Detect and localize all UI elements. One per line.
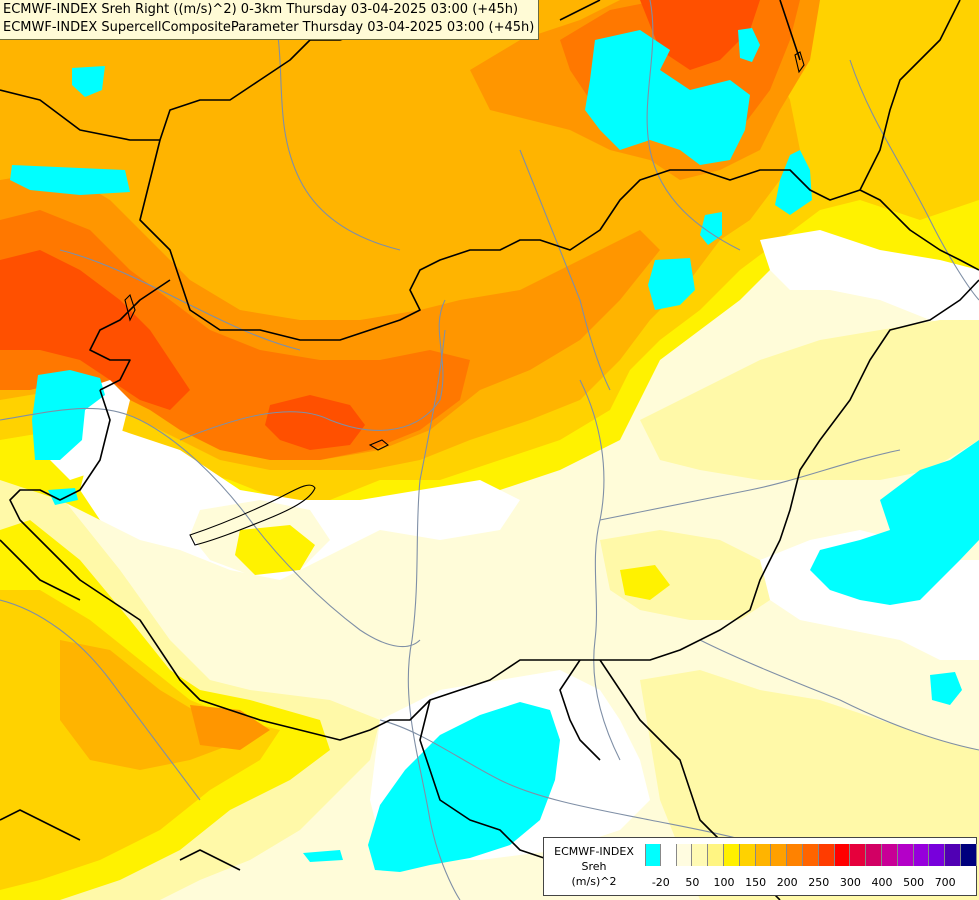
legend-unit-label: (m/s)^2: [571, 875, 617, 888]
field-cyan-w: [10, 165, 130, 195]
legend-tick-label: -20: [651, 876, 670, 889]
legend-swatch: [755, 844, 772, 866]
field-cyan-nw: [72, 66, 105, 97]
legend-swatch: [945, 844, 961, 866]
legend-tick-label: 300: [839, 876, 861, 889]
legend-swatch: [708, 844, 724, 866]
legend-tick-label: 100: [713, 876, 735, 889]
lakes: [124, 51, 805, 546]
field-cyan-w3: [48, 488, 78, 505]
field-se-yellow: [620, 565, 670, 600]
legend-swatch: [739, 844, 756, 866]
legend-variable-label: Sreh: [581, 860, 607, 873]
legend-swatch: [818, 844, 835, 866]
legend-swatch: [881, 844, 898, 866]
color-legend: ECMWF-INDEX Sreh (m/s)^2 -20 50 100 150 200 2…: [543, 837, 977, 896]
legend-swatch: [834, 844, 851, 866]
legend-swatch: [897, 844, 914, 866]
legend-swatch: [913, 844, 930, 866]
legend-swatch: [771, 844, 788, 866]
legend-tick-label: 700: [934, 876, 956, 889]
field-white-center: [80, 430, 520, 580]
title-line-1: ECMWF-INDEX Sreh Right ((m/s)^2) 0-3km T…: [3, 2, 519, 17]
legend-swatch: [676, 844, 693, 866]
field-cyan-s: [368, 702, 560, 872]
legend-swatch: [787, 844, 803, 866]
field-cyan-e2: [930, 672, 962, 705]
legend-color-scale: [645, 844, 977, 866]
legend-model-label: ECMWF-INDEX: [554, 845, 634, 858]
field-cyan-ne5: [648, 258, 695, 310]
field-cyan-w2: [32, 370, 105, 460]
legend-tick-label: 400: [871, 876, 893, 889]
legend-tick-label: 150: [745, 876, 767, 889]
field-cyan-e: [810, 440, 979, 605]
field-sw-orange: [60, 640, 230, 770]
field-cyan-s2: [303, 850, 343, 862]
field-northeast-red: [640, 0, 760, 70]
field-cyan-ne2: [738, 28, 760, 62]
field-cyan-ne: [585, 30, 750, 165]
field-center-red: [265, 395, 365, 450]
legend-swatch: [850, 844, 867, 866]
legend-text: ECMWF-INDEX Sreh (m/s)^2: [546, 844, 642, 889]
legend-swatch: [960, 844, 977, 866]
legend-tick-label: 200: [776, 876, 798, 889]
legend-tick-label: 500: [903, 876, 925, 889]
field-cyan-ne3: [775, 150, 812, 215]
field-west-red: [0, 250, 190, 410]
legend-swatch: [645, 844, 661, 866]
title-line-2: ECMWF-INDEX SupercellCompositeParameter …: [3, 20, 535, 35]
legend-swatch: [802, 844, 819, 866]
legend-swatch: [660, 844, 677, 866]
legend-tick-label: 250: [808, 876, 830, 889]
legend-swatch: [723, 844, 740, 866]
field-west-deep: [0, 210, 470, 460]
legend-swatch: [692, 844, 709, 866]
field-east-lightyellow: [640, 320, 979, 480]
legend-swatch: [866, 844, 882, 866]
field-sw-orange2: [190, 705, 270, 750]
field-white-east: [760, 230, 979, 330]
legend-tick-label: 50: [685, 876, 700, 889]
map-title-box: ECMWF-INDEX Sreh Right ((m/s)^2) 0-3km T…: [0, 0, 540, 40]
legend-swatch: [929, 844, 946, 866]
